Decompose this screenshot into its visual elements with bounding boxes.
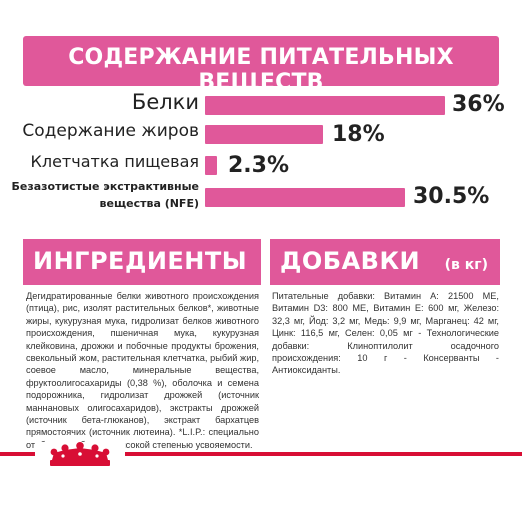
fat-label: Содержание жиров	[22, 121, 199, 141]
nfe-label-line1: Безазотистые экстрактивные	[11, 180, 199, 193]
nutrition-title: СОДЕРЖАНИЕ ПИТАТЕЛЬНЫХ ВЕЩЕСТВ	[68, 45, 454, 95]
nfe-label-line2: вещества (NFE)	[99, 197, 199, 210]
protein-label: Белки	[131, 90, 199, 114]
ingredients-text: Дегидратированные белки животного происх…	[26, 291, 259, 450]
fat-value: 18%	[332, 122, 385, 147]
fat-bar	[205, 125, 323, 144]
nutrition-banner: СОДЕРЖАНИЕ ПИТАТЕЛЬНЫХ ВЕЩЕСТВ	[23, 36, 499, 95]
nfe-value: 30.5%	[413, 184, 490, 209]
ingredients-header: ИНГРЕДИЕНТЫ	[23, 239, 261, 285]
fiber-value: 2.3%	[228, 153, 290, 178]
additives-unit: (в кг)	[444, 257, 488, 273]
protein-value: 36%	[452, 92, 505, 117]
ingredients-title: ИНГРЕДИЕНТЫ	[33, 247, 248, 275]
additives-header: ДОБАВКИ (в кг)	[270, 239, 500, 285]
fiber-label: Клетчатка пищевая	[30, 152, 199, 171]
royal-canin-crown-icon	[35, 442, 125, 470]
fiber-bar	[205, 156, 217, 175]
footer-red-line	[0, 452, 522, 456]
nfe-bar	[205, 188, 405, 207]
protein-bar	[205, 96, 445, 115]
additives-text: Питательные добавки: Витамин A: 21500 МЕ…	[272, 291, 499, 376]
additives-title: ДОБАВКИ	[280, 247, 421, 275]
